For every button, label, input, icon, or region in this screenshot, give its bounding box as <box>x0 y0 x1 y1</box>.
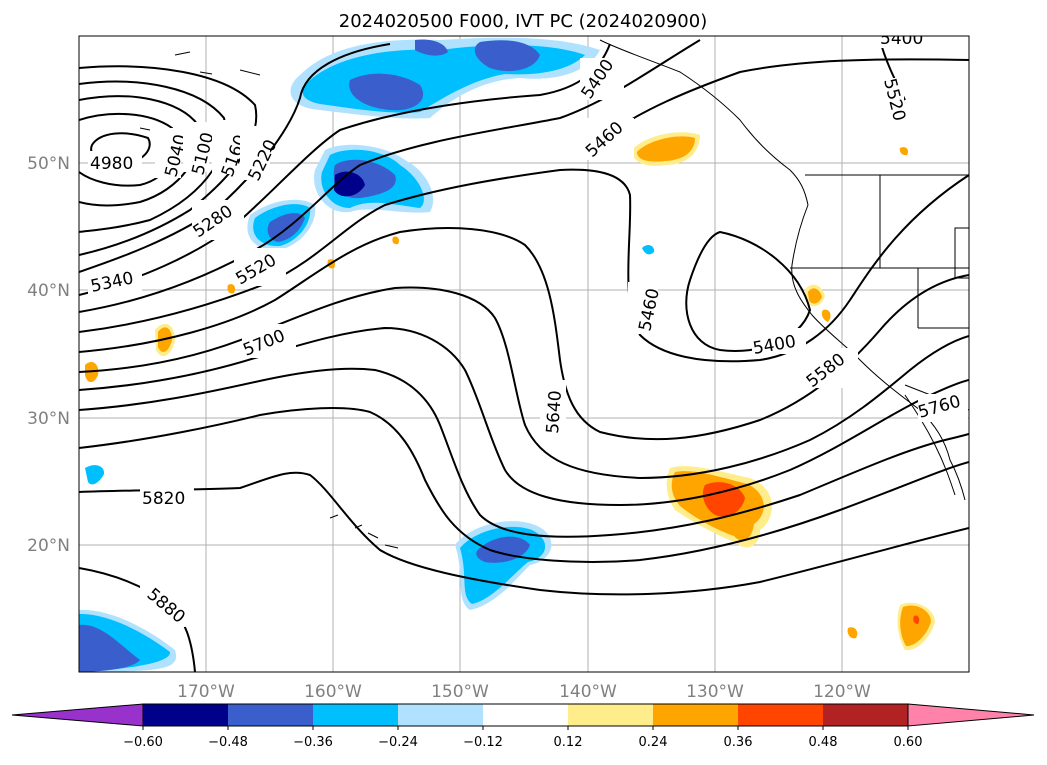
colorbar-tick-label: −0.36 <box>293 735 333 750</box>
colorbar-segment <box>568 704 653 726</box>
shade-blob <box>349 73 424 111</box>
contour-5820 <box>79 471 969 596</box>
colorbar-segment <box>143 704 228 726</box>
shade-blob <box>642 245 655 255</box>
contour-5340 <box>79 43 611 296</box>
contour-5760 <box>79 407 969 563</box>
colorbar-segment <box>653 704 738 726</box>
lat-label: 20°N <box>27 536 70 556</box>
shade-blob <box>821 309 831 322</box>
lon-label: 170°W <box>177 682 235 702</box>
map-title: 2024020500 F000, IVT PC (2024020900) <box>339 11 707 32</box>
colorbar-tick-label: 0.36 <box>724 735 753 750</box>
baja-california <box>904 394 956 496</box>
colorbar-segment <box>823 704 908 726</box>
colorbar-extend-low <box>11 703 144 727</box>
contour-label: 5400 <box>880 29 923 49</box>
coastline-west-coast <box>791 204 966 501</box>
shade-blob <box>900 605 931 647</box>
colorbar-segment <box>398 704 483 726</box>
contour-label-group: 4980 5040 5100 5160 5220 5280 5340 5520 … <box>88 29 968 628</box>
shade-blob <box>899 147 909 156</box>
colorbar-segment <box>483 704 568 726</box>
lat-label: 50°N <box>27 154 70 174</box>
contour-label: 5640 <box>543 390 566 435</box>
contour-label: 5820 <box>142 489 185 509</box>
shade-blob <box>392 236 400 245</box>
colorbar-segment <box>738 704 823 726</box>
colorbar-tick-label: 0.48 <box>809 735 838 750</box>
lon-label: 160°W <box>304 682 362 702</box>
contour-5400-low <box>685 230 812 352</box>
colorbar-tick-label: −0.24 <box>378 735 418 750</box>
coastlines <box>139 39 969 549</box>
shade-blob <box>79 624 140 672</box>
colorbar-segment <box>313 704 398 726</box>
map-frame <box>78 35 970 673</box>
contour-5400-north <box>79 39 701 313</box>
lat-label: 40°N <box>27 281 70 301</box>
lon-label: 130°W <box>686 682 744 702</box>
shade-blob <box>85 465 105 485</box>
lat-label: 30°N <box>27 409 70 429</box>
aleutians <box>139 51 261 131</box>
colorbar-outline <box>142 703 909 727</box>
ivt-shading <box>79 37 935 672</box>
lon-label: 120°W <box>813 682 871 702</box>
hawaii <box>329 514 399 549</box>
contour-5580 <box>79 286 969 480</box>
contour-5400-ridge <box>599 58 969 141</box>
shade-blob <box>474 40 540 72</box>
colorbar-tick-label: −0.60 <box>123 735 163 750</box>
lon-label: 140°W <box>559 682 617 702</box>
state-borders <box>790 175 969 329</box>
colorbar: −0.60 −0.48 −0.36 −0.24 −0.12 0.12 0.24 0.36 0.4… <box>11 703 1035 750</box>
colorbar-tick-label: −0.12 <box>463 735 503 750</box>
contour-5460 <box>79 168 969 363</box>
colorbar-extend-high <box>907 703 1035 727</box>
shade-blob <box>415 39 448 56</box>
colorbar-tick-label: 0.60 <box>894 735 923 750</box>
shade-blob <box>334 171 365 197</box>
lon-axis: 170°W 160°W 150°W 140°W 130°W 120°W <box>177 682 871 702</box>
shade-blob <box>913 615 920 624</box>
lon-label: 150°W <box>431 682 489 702</box>
colorbar-tick-label: −0.48 <box>208 735 248 750</box>
shade-blob <box>227 284 236 294</box>
shade-blob <box>702 482 745 517</box>
coastline-alaska <box>599 39 809 206</box>
contour-label: 4980 <box>90 154 133 174</box>
colorbar-tick-label: 0.24 <box>639 735 668 750</box>
lat-axis: 50°N 40°N 30°N 20°N <box>27 154 70 556</box>
colorbar-segment <box>228 704 313 726</box>
colorbar-tick-label: 0.12 <box>554 735 583 750</box>
shade-blob <box>637 136 695 162</box>
shade-blob <box>808 288 822 304</box>
height-contours <box>79 39 969 672</box>
shade-blob <box>847 627 858 639</box>
contour-5700 <box>79 367 969 538</box>
